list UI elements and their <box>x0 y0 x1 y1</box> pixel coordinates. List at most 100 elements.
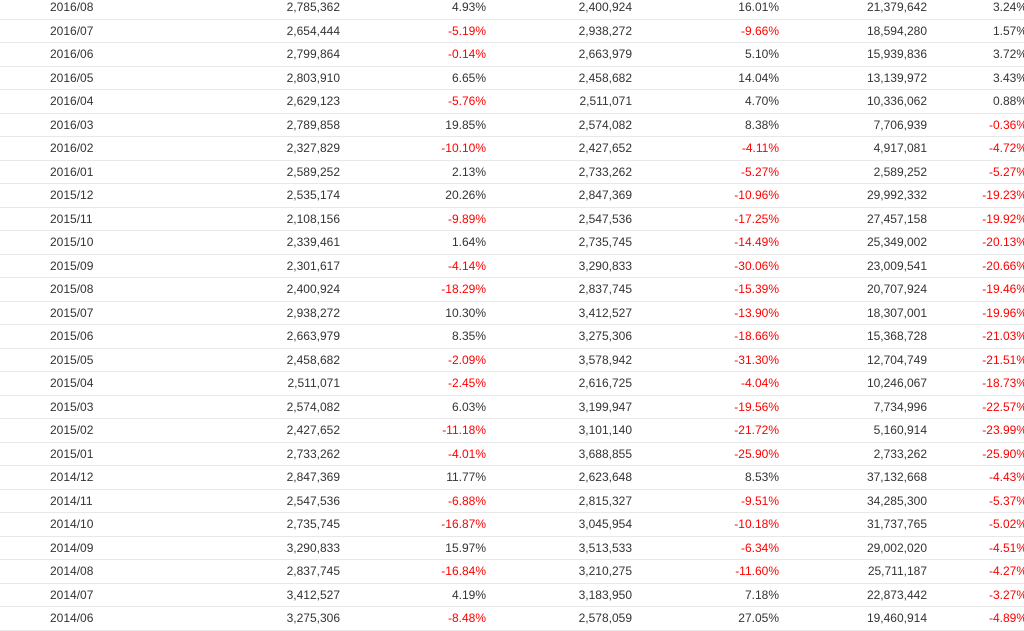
change-cell: -5.76% <box>340 89 486 114</box>
cumulative-change-cell: -20.13% <box>927 230 1024 255</box>
value-cell: 2,400,924 <box>170 277 340 302</box>
cumulative-cell: 25,349,002 <box>779 230 927 255</box>
month-cell: 2015/05 <box>0 348 170 372</box>
month-cell: 2016/04 <box>0 89 170 114</box>
change-cell: 16.01% <box>632 0 779 20</box>
month-cell: 2015/10 <box>0 230 170 255</box>
change-cell: -6.88% <box>340 489 486 513</box>
month-cell: 2014/11 <box>0 489 170 513</box>
cumulative-cell: 2,589,252 <box>779 160 927 184</box>
month-cell: 2016/08 <box>0 0 170 20</box>
value-cell: 2,847,369 <box>170 465 340 490</box>
change-cell: -18.29% <box>340 277 486 302</box>
change-cell: 8.35% <box>340 324 486 349</box>
cumulative-cell: 13,139,972 <box>779 66 927 90</box>
table-row: 2015/07 2,938,272 10.30% 3,412,527 -13.90% 18… <box>0 301 1024 325</box>
change-cell: 27.05% <box>632 606 779 631</box>
change-cell: 19.85% <box>340 113 486 137</box>
cumulative-cell: 27,457,158 <box>779 207 927 231</box>
cumulative-change-cell: 3.72% <box>927 42 1024 67</box>
value-cell: 2,623,648 <box>486 465 632 490</box>
change-cell: 6.65% <box>340 66 486 90</box>
value-cell: 2,629,123 <box>170 89 340 114</box>
month-cell: 2015/08 <box>0 277 170 302</box>
cumulative-change-cell: -3.27% <box>927 583 1024 607</box>
value-cell: 2,547,536 <box>486 207 632 231</box>
value-cell: 2,458,682 <box>486 66 632 90</box>
cumulative-cell: 12,704,749 <box>779 348 927 372</box>
change-cell: -2.45% <box>340 371 486 396</box>
change-cell: 4.93% <box>340 0 486 20</box>
cumulative-cell: 10,246,067 <box>779 371 927 396</box>
value-cell: 3,513,533 <box>486 536 632 560</box>
change-cell: 5.10% <box>632 42 779 67</box>
value-cell: 2,799,864 <box>170 42 340 67</box>
table-row: 2016/03 2,789,858 19.85% 2,574,082 8.38% 7,70… <box>0 113 1024 137</box>
value-cell: 2,427,652 <box>170 418 340 443</box>
change-cell: 2.13% <box>340 160 486 184</box>
month-cell: 2015/04 <box>0 371 170 396</box>
table-row: 2015/05 2,458,682 -2.09% 3,578,942 -31.30% 12… <box>0 348 1024 372</box>
value-cell: 2,301,617 <box>170 254 340 278</box>
month-cell: 2016/03 <box>0 113 170 137</box>
table-row: 2016/06 2,799,864 -0.14% 2,663,979 5.10% 15,9… <box>0 42 1024 67</box>
table-row: 2014/11 2,547,536 -6.88% 2,815,327 -9.51% 34,… <box>0 489 1024 513</box>
change-cell: -14.49% <box>632 230 779 255</box>
table-row: 2015/04 2,511,071 -2.45% 2,616,725 -4.04% 10,… <box>0 371 1024 396</box>
table-row: 2014/07 3,412,527 4.19% 3,183,950 7.18% 22,87… <box>0 583 1024 607</box>
value-cell: 2,847,369 <box>486 183 632 208</box>
change-cell: -11.18% <box>340 418 486 443</box>
change-cell: -25.90% <box>632 442 779 466</box>
value-cell: 2,735,745 <box>170 512 340 537</box>
change-cell: -2.09% <box>340 348 486 372</box>
month-cell: 2014/07 <box>0 583 170 607</box>
value-cell: 2,938,272 <box>170 301 340 325</box>
month-cell: 2015/06 <box>0 324 170 349</box>
cumulative-change-cell: -5.37% <box>927 489 1024 513</box>
value-cell: 2,663,979 <box>170 324 340 349</box>
cumulative-cell: 15,368,728 <box>779 324 927 349</box>
cumulative-change-cell: 0.88% <box>927 89 1024 114</box>
value-cell: 2,327,829 <box>170 136 340 161</box>
month-cell: 2014/06 <box>0 606 170 631</box>
value-cell: 2,511,071 <box>486 89 632 114</box>
table-row: 2015/09 2,301,617 -4.14% 3,290,833 -30.06% 23… <box>0 254 1024 278</box>
table-row: 2016/07 2,654,444 -5.19% 2,938,272 -9.66% 18,… <box>0 19 1024 43</box>
month-cell: 2014/12 <box>0 465 170 490</box>
change-cell: -15.39% <box>632 277 779 302</box>
value-cell: 2,589,252 <box>170 160 340 184</box>
value-cell: 2,837,745 <box>170 559 340 584</box>
cumulative-change-cell: -4.43% <box>927 465 1024 490</box>
cumulative-change-cell: -0.36% <box>927 113 1024 137</box>
value-cell: 2,938,272 <box>486 19 632 43</box>
cumulative-change-cell: -4.72% <box>927 136 1024 161</box>
table-row: 2015/02 2,427,652 -11.18% 3,101,140 -21.72% 5… <box>0 418 1024 443</box>
change-cell: -4.14% <box>340 254 486 278</box>
value-cell: 2,733,262 <box>486 160 632 184</box>
table-row: 2015/10 2,339,461 1.64% 2,735,745 -14.49% 25,… <box>0 230 1024 255</box>
table-row: 2015/03 2,574,082 6.03% 3,199,947 -19.56% 7,7… <box>0 395 1024 419</box>
change-cell: -16.84% <box>340 559 486 584</box>
change-cell: -30.06% <box>632 254 779 278</box>
value-cell: 2,511,071 <box>170 371 340 396</box>
table-row: 2014/08 2,837,745 -16.84% 3,210,275 -11.60% 2… <box>0 559 1024 584</box>
cumulative-cell: 29,992,332 <box>779 183 927 208</box>
cumulative-change-cell: -19.46% <box>927 277 1024 302</box>
value-cell: 2,654,444 <box>170 19 340 43</box>
change-cell: -9.51% <box>632 489 779 513</box>
table-row: 2016/04 2,629,123 -5.76% 2,511,071 4.70% 10,3… <box>0 89 1024 114</box>
cumulative-cell: 19,460,914 <box>779 606 927 631</box>
cumulative-change-cell: -5.27% <box>927 160 1024 184</box>
month-cell: 2016/02 <box>0 136 170 161</box>
cumulative-cell: 18,307,001 <box>779 301 927 325</box>
table-row: 2015/01 2,733,262 -4.01% 3,688,855 -25.90% 2,… <box>0 442 1024 466</box>
cumulative-cell: 18,594,280 <box>779 19 927 43</box>
month-cell: 2015/01 <box>0 442 170 466</box>
cumulative-change-cell: -4.89% <box>927 606 1024 631</box>
month-cell: 2016/05 <box>0 66 170 90</box>
change-cell: -17.25% <box>632 207 779 231</box>
value-cell: 2,574,082 <box>486 113 632 137</box>
cumulative-cell: 7,734,996 <box>779 395 927 419</box>
change-cell: 11.77% <box>340 465 486 490</box>
